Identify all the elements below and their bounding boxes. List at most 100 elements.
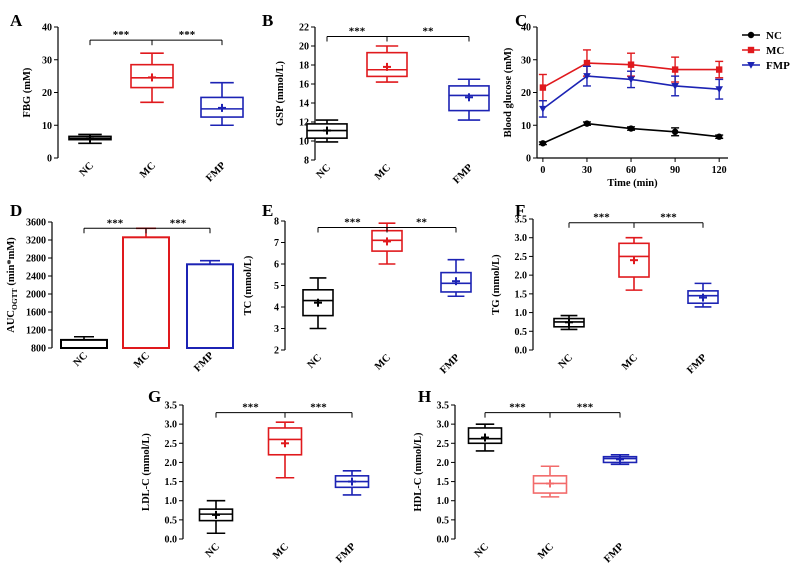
x-category-label: MC bbox=[373, 352, 393, 372]
y-tick-label: 1.0 bbox=[165, 496, 178, 507]
y-tick-label: 3 bbox=[274, 324, 279, 335]
box-FMP bbox=[334, 470, 370, 496]
x-category-label: NC bbox=[473, 541, 492, 560]
legend-item-NC: NC bbox=[742, 30, 782, 42]
panel-label: A bbox=[10, 11, 23, 30]
y-tick-label: 1.5 bbox=[165, 477, 178, 488]
y-tick-label: 3.5 bbox=[437, 401, 450, 412]
box-NC bbox=[306, 119, 348, 143]
legend-marker bbox=[747, 62, 755, 69]
y-tick-label: 2000 bbox=[26, 290, 46, 301]
y-tick-label: 20 bbox=[42, 88, 52, 99]
significance-stars: *** bbox=[509, 402, 526, 414]
box-FMP bbox=[440, 258, 472, 298]
legend: NC MC FMP bbox=[742, 30, 790, 72]
significance-bracket: *** bbox=[549, 402, 621, 418]
significance-stars: *** bbox=[310, 402, 327, 414]
y-tick-label: 0.5 bbox=[437, 515, 450, 526]
panel-A: A 0 10 20 30 40 FBG (mM) NC MC FMP *** *** bbox=[10, 11, 244, 184]
y-tick-label: 12 bbox=[299, 118, 309, 129]
y-tick-label: 5 bbox=[274, 281, 279, 292]
y-tick-label: 1600 bbox=[26, 308, 46, 319]
data-point bbox=[715, 133, 723, 140]
x-category-label: NC bbox=[204, 541, 223, 560]
significance-stars: ** bbox=[416, 216, 428, 228]
y-tick-label: 0.0 bbox=[515, 346, 528, 357]
y-tick-label: 30 bbox=[42, 55, 52, 66]
y-tick-label: 40 bbox=[42, 23, 52, 34]
y-tick-label: 3.5 bbox=[165, 401, 178, 412]
y-axis-label: Blood glucose (mM) bbox=[503, 47, 514, 137]
legend-label: FMP bbox=[766, 60, 790, 72]
x-tick-label: 60 bbox=[626, 165, 636, 176]
y-tick-label: 40 bbox=[521, 23, 531, 34]
bar-NC bbox=[60, 335, 108, 349]
y-tick-label: 3.0 bbox=[437, 420, 450, 431]
x-tick-label: 120 bbox=[712, 165, 727, 176]
x-category-label: FMP bbox=[602, 541, 626, 565]
y-tick-label: 20 bbox=[299, 42, 309, 53]
x-category-label: MC bbox=[373, 162, 393, 182]
panel-G: G 0.0 0.5 1.0 1.5 2.0 2.5 3.0 3.5 LDL-C (mmol/L) N… bbox=[141, 387, 370, 565]
y-tick-label: 10 bbox=[521, 121, 531, 132]
x-category-label: NC bbox=[72, 350, 91, 369]
y-tick-label: 1.0 bbox=[515, 308, 528, 319]
y-tick-label: 22 bbox=[299, 23, 309, 34]
y-tick-label: 14 bbox=[299, 99, 309, 110]
y-axis-label: TG (mmol/L) bbox=[491, 254, 502, 315]
significance-stars: *** bbox=[593, 212, 610, 224]
panel-H: H 0.0 0.5 1.0 1.5 2.0 2.5 3.0 3.5 HDL-C (mmol/L) N… bbox=[413, 387, 638, 565]
data-point bbox=[715, 86, 723, 94]
bar bbox=[60, 338, 108, 349]
y-axis-label: LDL-C (mmol/L) bbox=[141, 433, 152, 511]
x-category-label: NC bbox=[315, 162, 334, 181]
y-tick-label: 2800 bbox=[26, 254, 46, 265]
y-tick-label: 2.0 bbox=[165, 458, 178, 469]
box-FMP bbox=[448, 78, 490, 121]
significance-stars: *** bbox=[107, 217, 124, 229]
significance-stars: *** bbox=[170, 217, 187, 229]
y-tick-label: 2.5 bbox=[515, 252, 528, 263]
panel-label: F bbox=[515, 201, 525, 220]
y-tick-label: 1.0 bbox=[437, 496, 450, 507]
significance-bracket: ** bbox=[386, 26, 470, 42]
data-point bbox=[539, 84, 547, 91]
bar-MC bbox=[122, 227, 170, 349]
x-category-label: FMP bbox=[438, 352, 462, 376]
y-tick-label: 0 bbox=[526, 154, 531, 165]
data-point bbox=[671, 82, 679, 90]
y-tick-label: 3.0 bbox=[515, 233, 528, 244]
y-tick-label: 3.0 bbox=[165, 420, 178, 431]
x-category-label: NC bbox=[78, 160, 97, 179]
significance-bracket: *** bbox=[145, 217, 211, 234]
box-FMP bbox=[687, 282, 719, 308]
box-FMP bbox=[200, 81, 244, 127]
x-category-label: FMP bbox=[334, 541, 358, 565]
data-point bbox=[627, 61, 635, 68]
y-axis-label: GSP (mmol/L) bbox=[275, 60, 286, 126]
data-point bbox=[671, 128, 679, 135]
bar-FMP bbox=[186, 259, 234, 349]
box-NC bbox=[302, 277, 334, 330]
x-category-label: FMP bbox=[451, 162, 475, 186]
data-point bbox=[715, 66, 723, 73]
box-NC bbox=[68, 133, 112, 145]
y-tick-label: 0 bbox=[47, 154, 52, 165]
x-tick-label: 90 bbox=[670, 165, 680, 176]
y-tick-label: 6 bbox=[274, 260, 279, 271]
significance-stars: *** bbox=[349, 26, 366, 38]
x-category-label: NC bbox=[557, 352, 576, 371]
legend-label: MC bbox=[766, 45, 784, 57]
x-category-label: MC bbox=[620, 352, 640, 372]
x-category-label: MC bbox=[132, 350, 152, 370]
y-tick-label: 3200 bbox=[26, 236, 46, 247]
data-point bbox=[671, 66, 679, 73]
y-tick-label: 1.5 bbox=[437, 477, 450, 488]
significance-bracket: *** bbox=[215, 402, 286, 418]
x-axis-label: Time (min) bbox=[607, 178, 658, 189]
y-axis-label: FBG (mM) bbox=[22, 67, 33, 117]
legend-marker bbox=[747, 31, 755, 39]
y-tick-label: 3.5 bbox=[515, 215, 528, 226]
panel-label: C bbox=[515, 11, 527, 30]
